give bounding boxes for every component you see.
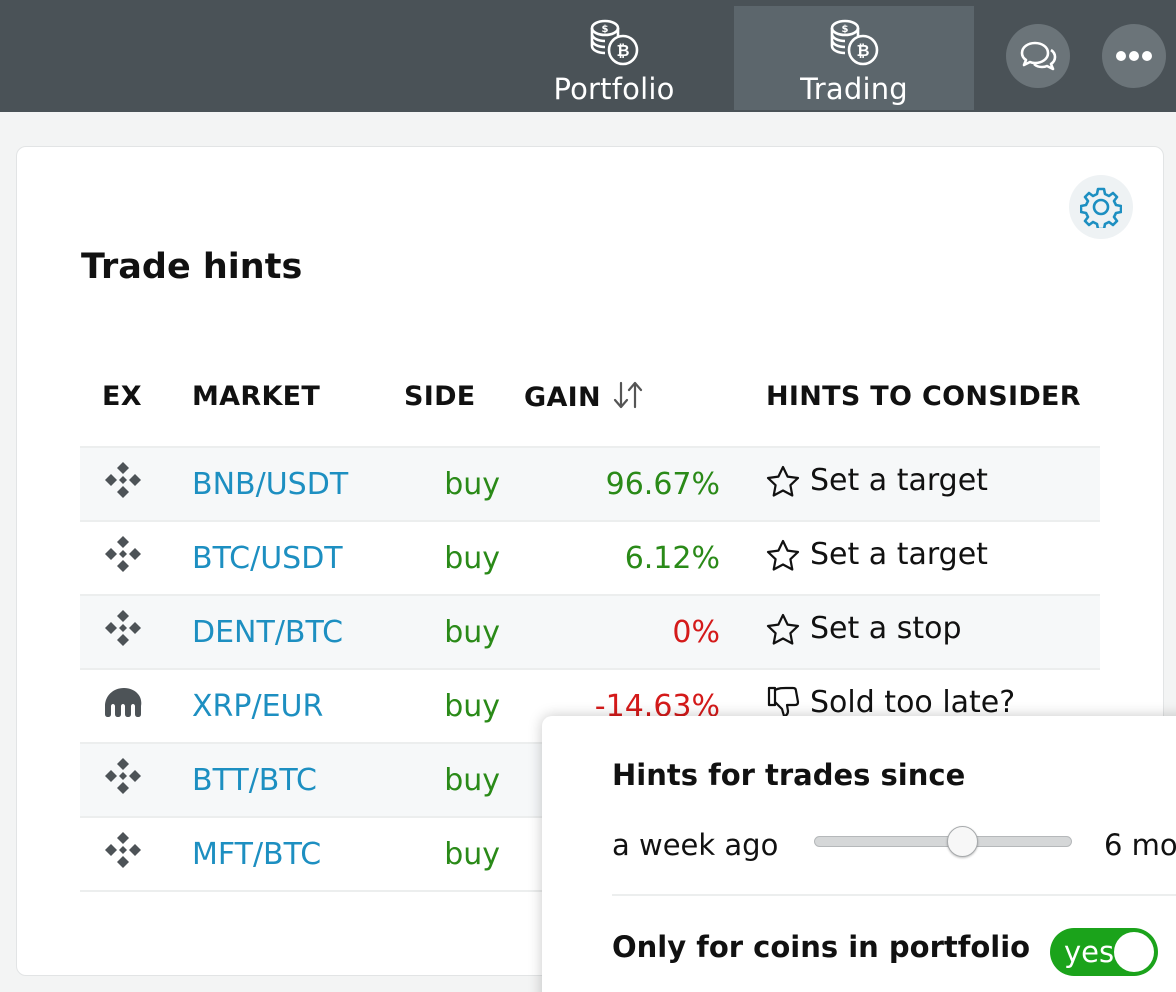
hint-action[interactable]: Set a target bbox=[766, 537, 988, 572]
tab-portfolio[interactable]: $ ₿ Portfolio bbox=[494, 6, 734, 110]
side-cell: buy bbox=[404, 447, 524, 521]
chat-bubbles-icon bbox=[1018, 39, 1058, 73]
market-link[interactable]: DENT/BTC bbox=[192, 595, 404, 669]
side-cell: buy bbox=[404, 521, 524, 595]
card-title: Trade hints bbox=[81, 247, 302, 287]
tab-portfolio-label: Portfolio bbox=[553, 72, 674, 106]
slider-max-label: 6 mo bbox=[1104, 828, 1176, 862]
toggle-label: yes bbox=[1064, 935, 1114, 969]
col-ex: EX bbox=[80, 347, 192, 447]
col-side: SIDE bbox=[404, 347, 524, 447]
portfolio-only-toggle[interactable]: yes bbox=[1050, 928, 1158, 976]
popover-divider bbox=[612, 894, 1176, 896]
exchange-cell bbox=[80, 447, 192, 521]
market-link[interactable]: BTT/BTC bbox=[192, 743, 404, 817]
slider-min-label: a week ago bbox=[612, 828, 778, 862]
sort-icon bbox=[611, 380, 645, 410]
settings-button[interactable] bbox=[1069, 175, 1133, 239]
svg-text:$: $ bbox=[602, 24, 609, 35]
kraken-icon bbox=[102, 685, 146, 719]
toggle-knob bbox=[1114, 932, 1154, 972]
hint-action[interactable]: Set a target bbox=[766, 463, 988, 498]
table-row[interactable]: BTC/USDT buy 6.12% Set a target bbox=[80, 521, 1100, 595]
table-row[interactable]: BNB/USDT buy 96.67% Set a target bbox=[80, 447, 1100, 521]
col-gain-label: GAIN bbox=[524, 382, 601, 413]
side-cell: buy bbox=[404, 669, 524, 743]
hint-action[interactable]: Set a stop bbox=[766, 611, 962, 646]
period-slider[interactable] bbox=[814, 836, 1072, 847]
tab-trading[interactable]: $ ₿ Trading bbox=[734, 6, 974, 110]
side-cell: buy bbox=[404, 743, 524, 817]
exchange-cell bbox=[80, 521, 192, 595]
more-button[interactable] bbox=[1102, 24, 1166, 88]
hint-text: Sold too late? bbox=[810, 685, 1015, 720]
binance-icon bbox=[102, 459, 144, 501]
exchange-cell bbox=[80, 817, 192, 891]
hints-settings-popover: Hints for trades since a week ago 6 mo O… bbox=[542, 716, 1176, 992]
exchange-cell bbox=[80, 669, 192, 743]
coins-bitcoin-icon: $ ₿ bbox=[587, 18, 641, 70]
hint-text: Set a target bbox=[810, 463, 988, 498]
hint-cell: Set a stop bbox=[720, 595, 1100, 669]
portfolio-only-label: Only for coins in portfolio bbox=[612, 930, 1030, 964]
market-link[interactable]: XRP/EUR bbox=[192, 669, 404, 743]
gear-icon bbox=[1080, 186, 1122, 228]
hint-cell: Set a target bbox=[720, 521, 1100, 595]
hint-cell: Set a target bbox=[720, 447, 1100, 521]
exchange-cell bbox=[80, 743, 192, 817]
side-cell: buy bbox=[404, 595, 524, 669]
market-link[interactable]: BNB/USDT bbox=[192, 447, 404, 521]
side-cell: buy bbox=[404, 817, 524, 891]
chat-button[interactable] bbox=[1006, 24, 1070, 88]
star-icon bbox=[766, 465, 800, 497]
thumbs-down-icon bbox=[766, 685, 800, 719]
col-gain-sort[interactable]: GAIN bbox=[524, 347, 720, 447]
svg-text:$: $ bbox=[842, 24, 849, 35]
coins-bitcoin-icon: $ ₿ bbox=[827, 18, 881, 70]
tab-trading-label: Trading bbox=[800, 72, 908, 106]
binance-icon bbox=[102, 829, 144, 871]
hint-text: Set a target bbox=[810, 537, 988, 572]
gain-cell: 6.12% bbox=[524, 521, 720, 595]
binance-icon bbox=[102, 755, 144, 797]
top-nav-bar: $ ₿ Portfolio $ ₿ Trading bbox=[0, 0, 1176, 112]
star-icon bbox=[766, 613, 800, 645]
slider-thumb[interactable] bbox=[947, 826, 978, 857]
table-header-row: EX MARKET SIDE GAIN HINTS TO CONSIDER bbox=[80, 347, 1100, 447]
exchange-cell bbox=[80, 595, 192, 669]
hint-text: Set a stop bbox=[810, 611, 962, 646]
table-row[interactable]: DENT/BTC buy 0% Set a stop bbox=[80, 595, 1100, 669]
star-icon bbox=[766, 539, 800, 571]
svg-text:₿: ₿ bbox=[856, 41, 869, 60]
binance-icon bbox=[102, 607, 144, 649]
more-dots-icon bbox=[1114, 50, 1154, 62]
gain-cell: 0% bbox=[524, 595, 720, 669]
market-link[interactable]: MFT/BTC bbox=[192, 817, 404, 891]
hint-action[interactable]: Sold too late? bbox=[766, 685, 1015, 720]
gain-cell: 96.67% bbox=[524, 447, 720, 521]
popover-title: Hints for trades since bbox=[612, 758, 965, 792]
binance-icon bbox=[102, 533, 144, 575]
col-market: MARKET bbox=[192, 347, 404, 447]
col-hints: HINTS TO CONSIDER bbox=[720, 347, 1100, 447]
svg-text:₿: ₿ bbox=[616, 41, 629, 60]
market-link[interactable]: BTC/USDT bbox=[192, 521, 404, 595]
